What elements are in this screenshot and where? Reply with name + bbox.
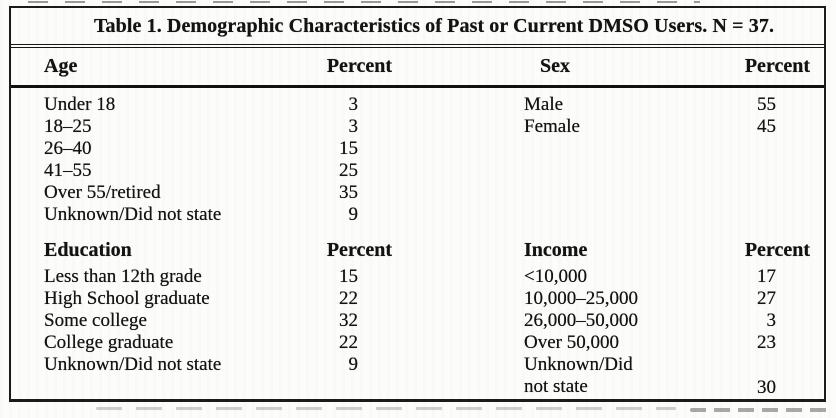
row-label: Unknown/Did not state (524, 354, 633, 397)
row-label: College graduate (44, 332, 174, 353)
row-label: Some college (44, 310, 147, 331)
column-spacer (402, 116, 524, 138)
column-spacer (402, 266, 524, 288)
scan-artifact (96, 407, 676, 410)
empty-cell (524, 138, 736, 160)
column-spacer (402, 182, 524, 204)
row-label: Under 18 (44, 94, 116, 115)
empty-cell (736, 138, 824, 160)
scan-artifact (690, 408, 832, 412)
row-label: Over 50,000 (524, 332, 619, 353)
column-header-education: Education (44, 239, 132, 261)
scan-artifact (28, 1, 700, 3)
row-value: 55 (757, 94, 776, 115)
body-section-education-income: Less than 12th grade 15 <10,000 17 High … (44, 266, 824, 399)
body-section-age-sex: Under 18 3 Male 55 18–25 3 Female 45 26–… (44, 88, 824, 226)
row-value: 3 (348, 94, 359, 115)
column-header-percent-2: Percent (744, 55, 810, 77)
empty-cell (736, 182, 824, 204)
row-label: <10,000 (524, 266, 587, 287)
row-label: 41–55 (44, 160, 92, 181)
row-value: 15 (339, 138, 358, 159)
column-header-percent-4: Percent (744, 239, 810, 261)
column-header-sex: Sex (540, 55, 570, 77)
row-label: Over 55/retired (44, 182, 161, 203)
row-value: 17 (757, 266, 776, 287)
table-title: Table 1. Demographic Characteristics of … (11, 8, 824, 45)
column-spacer (402, 354, 524, 399)
row-label: High School graduate (44, 288, 210, 309)
row-value: 25 (339, 160, 358, 181)
column-spacer (402, 239, 524, 261)
row-value: 9 (348, 354, 359, 375)
row-label: Unknown/Did not state (44, 354, 222, 375)
row-label: Male (524, 94, 564, 115)
row-value: 35 (339, 182, 358, 203)
column-header-percent-3: Percent (326, 239, 392, 261)
row-value: 3 (348, 116, 359, 137)
row-value: 23 (757, 332, 776, 353)
empty-cell (736, 160, 824, 182)
column-spacer (402, 55, 524, 77)
table-1: Table 1. Demographic Characteristics of … (9, 6, 826, 402)
row-value: 30 (757, 377, 776, 398)
empty-cell (524, 160, 736, 182)
row-value: 22 (339, 288, 358, 309)
row-label: 26,000–50,000 (524, 310, 638, 331)
row-label: Unknown/Did not state (44, 204, 222, 225)
header-row-age-sex: Age Percent Sex Percent (11, 47, 824, 88)
row-value: 45 (757, 116, 776, 137)
row-value: 27 (757, 288, 776, 309)
header-row-education-income: Education Percent Income Percent (44, 239, 824, 261)
column-header-age: Age (44, 55, 78, 77)
row-label: Less than 12th grade (44, 266, 202, 287)
empty-cell (524, 204, 736, 226)
column-spacer (402, 288, 524, 310)
empty-cell (524, 182, 736, 204)
column-header-income: Income (524, 239, 588, 261)
column-spacer (402, 138, 524, 160)
row-value: 22 (339, 332, 358, 353)
column-header-percent-1: Percent (326, 55, 392, 77)
row-label: Female (524, 116, 580, 137)
row-label: 26–40 (44, 138, 92, 159)
empty-cell (736, 204, 824, 226)
row-label: 10,000–25,000 (524, 288, 638, 309)
column-spacer (402, 94, 524, 116)
row-value: 9 (348, 204, 359, 225)
column-spacer (402, 160, 524, 182)
column-spacer (402, 332, 524, 354)
row-value: 3 (766, 310, 777, 331)
row-value: 15 (339, 266, 358, 287)
column-spacer (402, 310, 524, 332)
row-label: 18–25 (44, 116, 92, 137)
column-spacer (402, 204, 524, 226)
row-value: 32 (339, 310, 358, 331)
